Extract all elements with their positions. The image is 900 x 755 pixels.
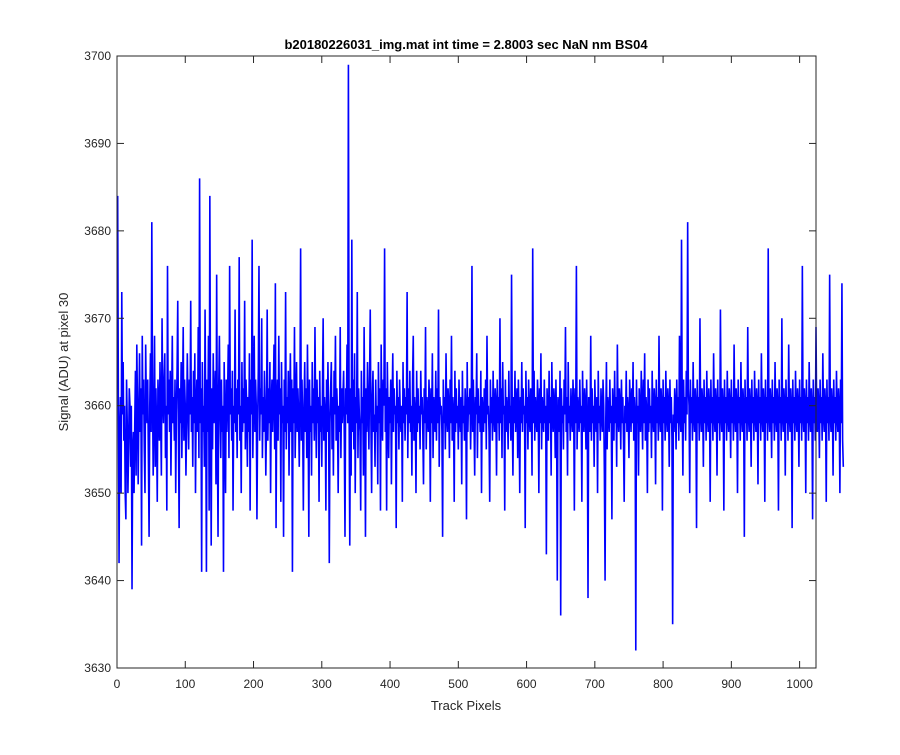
x-tick-label: 700 — [585, 677, 605, 691]
series-line-1 — [116, 64, 845, 651]
x-tick-label: 400 — [380, 677, 400, 691]
y-tick-label: 3670 — [84, 311, 111, 325]
x-axis: 0 100 200 300 400 500 600 700 800 900 1000 — [114, 56, 813, 691]
y-tick-label: 3700 — [84, 49, 111, 63]
x-tick-label: 1000 — [786, 677, 813, 691]
y-axis: 3630 3640 3650 3660 3670 3680 3690 3700 — [84, 49, 816, 675]
y-tick-label: 3680 — [84, 224, 111, 238]
x-tick-label: 600 — [517, 677, 537, 691]
axes-box — [116, 55, 817, 669]
x-tick-label: 0 — [114, 677, 121, 691]
x-axis-label: Track Pixels — [431, 698, 502, 713]
x-tick-label: 800 — [653, 677, 673, 691]
x-tick-label: 100 — [175, 677, 195, 691]
chart-title: b20180226031_img.mat int time = 2.8003 s… — [284, 37, 648, 52]
y-axis-label: Signal (ADU) at pixel 30 — [56, 293, 71, 432]
y-tick-label: 3690 — [84, 136, 111, 150]
y-tick-label: 3650 — [84, 486, 111, 500]
y-tick-label: 3640 — [84, 574, 111, 588]
y-tick-label: 3660 — [84, 399, 111, 413]
x-tick-label: 900 — [721, 677, 741, 691]
x-tick-label: 500 — [448, 677, 468, 691]
series-group — [116, 64, 845, 651]
x-tick-label: 300 — [312, 677, 332, 691]
y-tick-label: 3630 — [84, 661, 111, 675]
x-tick-label: 200 — [244, 677, 264, 691]
